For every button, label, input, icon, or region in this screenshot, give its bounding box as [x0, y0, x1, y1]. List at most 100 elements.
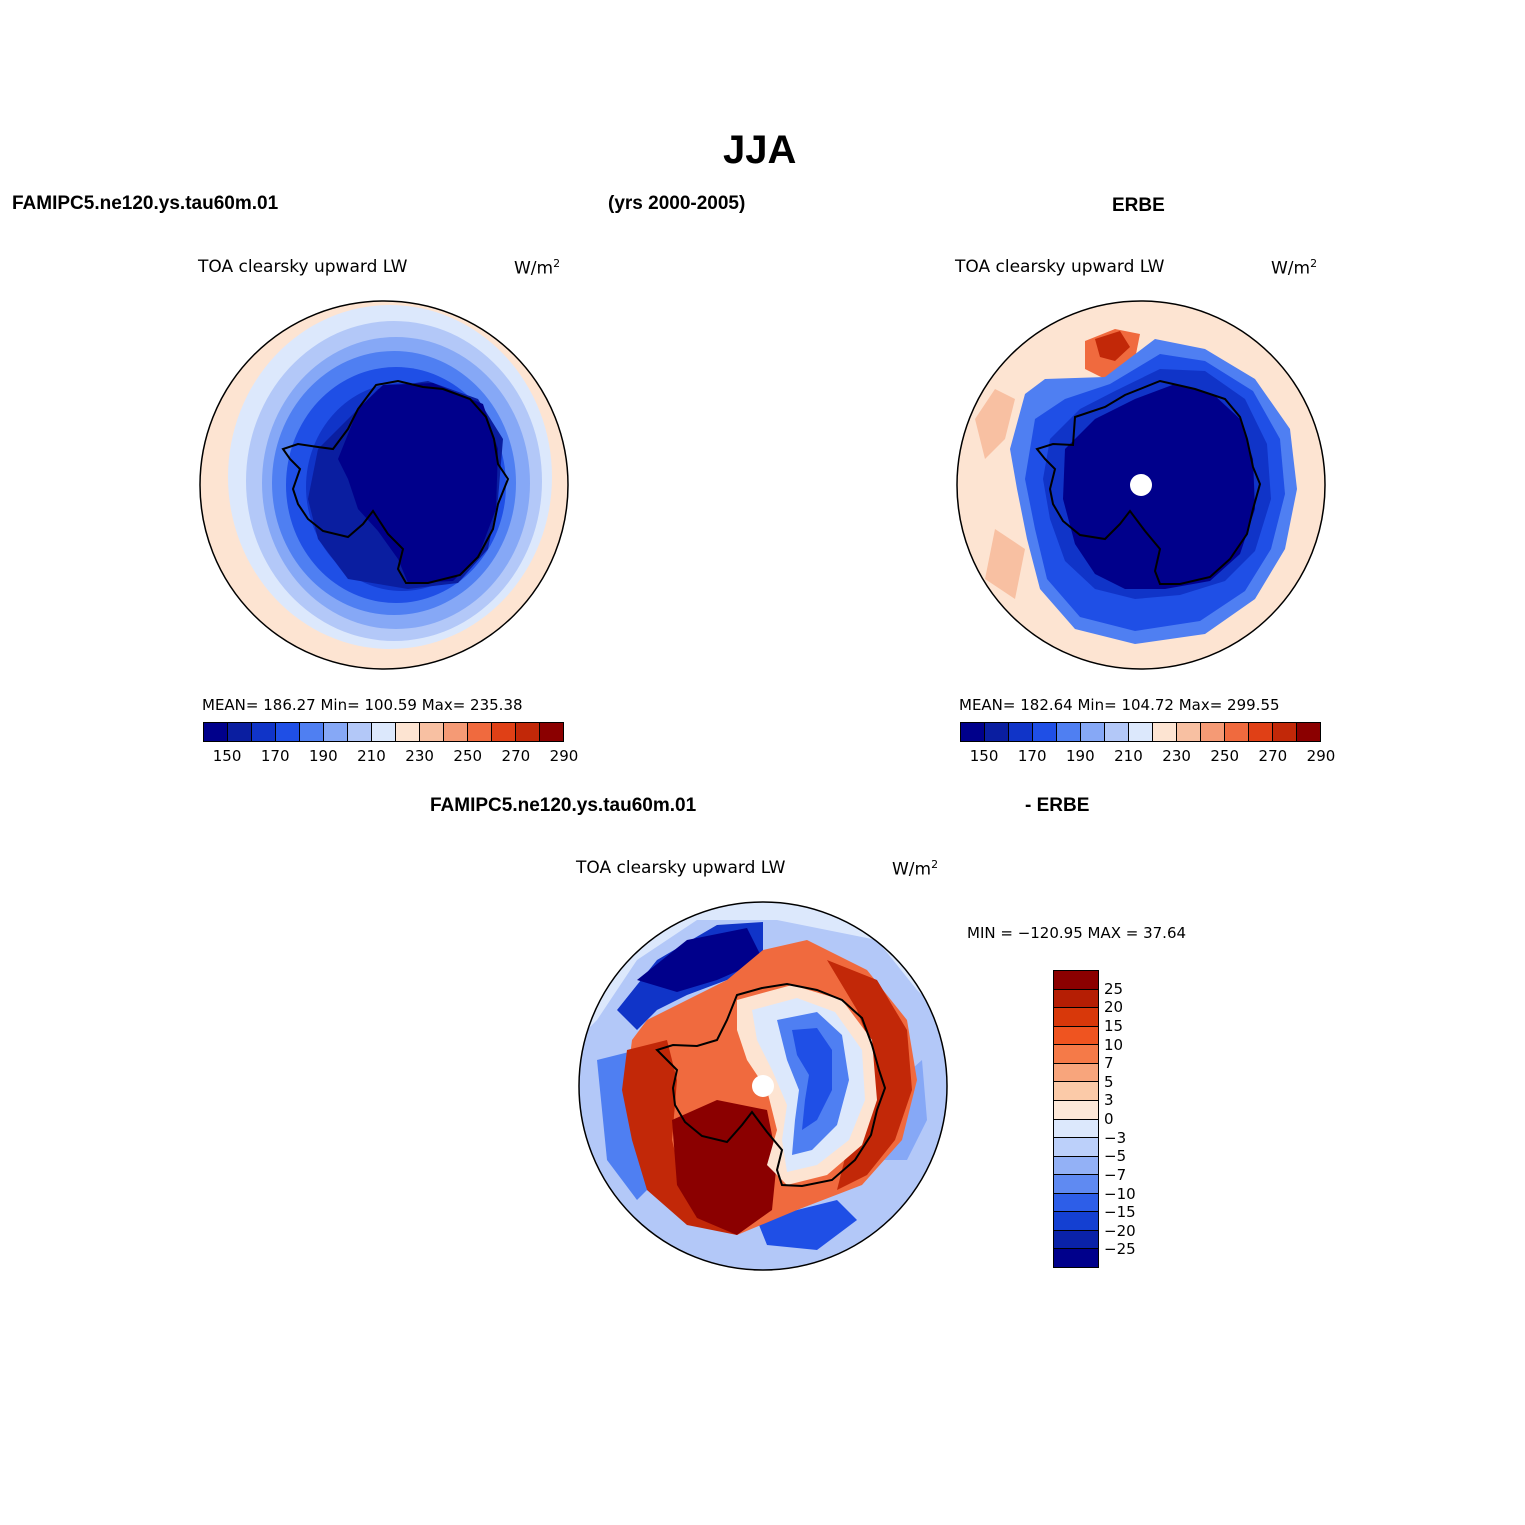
colorbar-tick-label: 270	[1258, 747, 1288, 765]
obs-coastline	[1035, 379, 1262, 585]
obs-stats: MEAN= 182.64 Min= 104.72 Max= 299.55	[959, 696, 1280, 714]
obs-units-label: W/m2	[1271, 257, 1318, 279]
diff-coastline	[655, 982, 887, 1188]
colorbar-swatch	[985, 723, 1009, 741]
colorbar-swatch	[1054, 1156, 1098, 1176]
colorbar-swatch	[1129, 723, 1153, 741]
diff-polar-map	[578, 901, 948, 1271]
model-units-label: W/m2	[514, 257, 561, 279]
colorbar-swatch	[300, 723, 324, 741]
colorbar-swatch	[1201, 723, 1225, 741]
colorbar-swatch	[1054, 1100, 1098, 1120]
colorbar-tick-label: 250	[453, 747, 483, 765]
colorbar-tick-label: 20	[1104, 998, 1124, 1017]
colorbar-tick-label: −7	[1104, 1165, 1127, 1184]
colorbar-swatch	[372, 723, 396, 741]
colorbar-swatch	[1054, 1193, 1098, 1213]
colorbar-tick-label: 250	[1210, 747, 1240, 765]
colorbar-swatch	[1054, 971, 1098, 990]
colorbar-tick-label: 15	[1104, 1016, 1124, 1035]
colorbar-swatch	[1153, 723, 1177, 741]
colorbar-swatch	[492, 723, 516, 741]
colorbar-swatch	[1054, 1175, 1098, 1194]
colorbar-tick-label: 230	[405, 747, 434, 765]
diff-model-name: FAMIPC5.ne120.ys.tau60m.01	[430, 795, 697, 816]
figure-title: JJA	[723, 128, 797, 172]
colorbar-tick-label: 7	[1104, 1054, 1114, 1073]
model-polar-map	[199, 300, 569, 670]
colorbar-swatch	[1033, 723, 1057, 741]
colorbar-swatch	[1105, 723, 1129, 741]
colorbar-tick-label: −5	[1104, 1147, 1127, 1166]
right-obs-name: ERBE	[1112, 195, 1165, 216]
colorbar-tick-label: 170	[260, 747, 290, 765]
colorbar-tick-label: −25	[1104, 1240, 1136, 1259]
colorbar-swatch	[1177, 723, 1201, 741]
colorbar-swatch	[468, 723, 492, 741]
colorbar-tick-label: −15	[1104, 1203, 1136, 1222]
diff-obs-name: - ERBE	[1025, 795, 1090, 816]
obs-polar-map	[956, 300, 1326, 670]
colorbar-tick-label: 190	[309, 747, 338, 765]
colorbar-swatch	[396, 723, 420, 741]
colorbar-swatch	[1009, 723, 1033, 741]
colorbar-swatch	[1054, 1082, 1098, 1101]
colorbar-swatch	[1054, 1008, 1098, 1027]
colorbar-swatch	[540, 723, 563, 741]
colorbar-swatch	[1054, 989, 1098, 1009]
colorbar-tick-label: 210	[1114, 747, 1143, 765]
colorbar-swatch	[324, 723, 348, 741]
colorbar-swatch	[1054, 1119, 1098, 1139]
obs-colorbar	[960, 722, 1321, 742]
colorbar-swatch	[252, 723, 276, 741]
colorbar-tick-label: −10	[1104, 1184, 1136, 1203]
colorbar-tick-label: 0	[1104, 1110, 1114, 1128]
colorbar-swatch	[1273, 723, 1297, 741]
colorbar-swatch	[1249, 723, 1273, 741]
colorbar-tick-label: −20	[1104, 1221, 1136, 1240]
colorbar-tick-label: 290	[549, 747, 579, 765]
colorbar-swatch	[1297, 723, 1320, 741]
colorbar-swatch	[276, 723, 300, 741]
left-model-name: FAMIPC5.ne120.ys.tau60m.01	[12, 193, 279, 214]
diff-units-label: W/m2	[892, 858, 939, 880]
model-coastline	[281, 379, 510, 584]
colorbar-tick-label: 10	[1104, 1035, 1124, 1054]
colorbar-tick-label: 270	[501, 747, 531, 765]
years-label: (yrs 2000-2005)	[608, 193, 746, 214]
colorbar-tick-label: 25	[1104, 979, 1124, 998]
colorbar-swatch	[1081, 723, 1105, 741]
colorbar-swatch	[961, 723, 985, 741]
colorbar-swatch	[204, 723, 228, 741]
colorbar-swatch	[1054, 1212, 1098, 1231]
colorbar-tick-label: 150	[212, 747, 242, 765]
colorbar-tick-label: 5	[1104, 1072, 1114, 1091]
colorbar-tick-label: 210	[357, 747, 386, 765]
colorbar-swatch	[444, 723, 468, 741]
obs-variable-label: TOA clearsky upward LW	[955, 257, 1165, 277]
colorbar-swatch	[348, 723, 372, 741]
colorbar-swatch	[1054, 1230, 1098, 1250]
colorbar-tick-label: −3	[1104, 1128, 1127, 1147]
colorbar-swatch	[516, 723, 540, 741]
colorbar-tick-label: 290	[1306, 747, 1336, 765]
diff-stats: MIN = −120.95 MAX = 37.64	[967, 924, 1187, 942]
colorbar-tick-label: 150	[969, 747, 999, 765]
model-colorbar	[203, 722, 564, 742]
colorbar-tick-label: 170	[1017, 747, 1047, 765]
colorbar-swatch	[1054, 1063, 1098, 1083]
colorbar-swatch	[1054, 1026, 1098, 1046]
colorbar-swatch	[1054, 1138, 1098, 1157]
colorbar-tick-label: 190	[1066, 747, 1095, 765]
colorbar-swatch	[1054, 1045, 1098, 1064]
colorbar-swatch	[1054, 1249, 1098, 1267]
colorbar-swatch	[1057, 723, 1081, 741]
colorbar-swatch	[1225, 723, 1249, 741]
model-stats: MEAN= 186.27 Min= 100.59 Max= 235.38	[202, 696, 523, 714]
colorbar-tick-label: 3	[1104, 1091, 1114, 1110]
colorbar-tick-label: 230	[1162, 747, 1191, 765]
model-variable-label: TOA clearsky upward LW	[198, 257, 408, 277]
colorbar-swatch	[420, 723, 444, 741]
colorbar-swatch	[228, 723, 252, 741]
diff-colorbar	[1053, 970, 1099, 1268]
